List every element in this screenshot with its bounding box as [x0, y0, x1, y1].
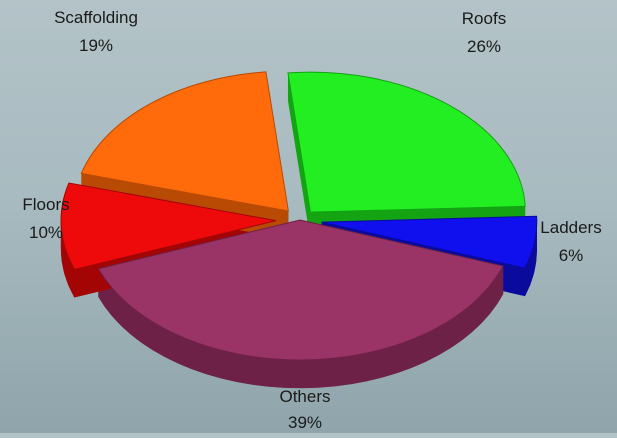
- slice-label-scaffolding: Scaffolding: [54, 8, 138, 27]
- slice-labels: Roofs 26% Ladders 6% Others 39% Floors 10% Scaff…: [22, 8, 601, 432]
- pie-slice-floors: [60, 182, 277, 271]
- pie-slice-wall-roofs-0: [287, 72, 311, 241]
- pie-slice-others: [97, 219, 504, 361]
- slice-label-ladders: Ladders: [540, 218, 601, 237]
- slice-tops: [60, 71, 538, 361]
- pie-slice-roofs: [287, 71, 526, 213]
- slice-label-roofs: Roofs: [462, 9, 506, 28]
- slice-percent-ladders: 6%: [559, 246, 584, 265]
- slice-percent-roofs: 26%: [467, 37, 501, 56]
- slice-percent-floors: 10%: [29, 223, 63, 242]
- slice-percent-others: 39%: [288, 413, 322, 432]
- slice-label-others: Others: [279, 387, 330, 406]
- pie-slice-ladders: [321, 215, 538, 269]
- slice-percent-scaffolding: 19%: [79, 36, 113, 55]
- pie-slice-scaffolding: [80, 71, 289, 212]
- slice-label-floors: Floors: [22, 195, 69, 214]
